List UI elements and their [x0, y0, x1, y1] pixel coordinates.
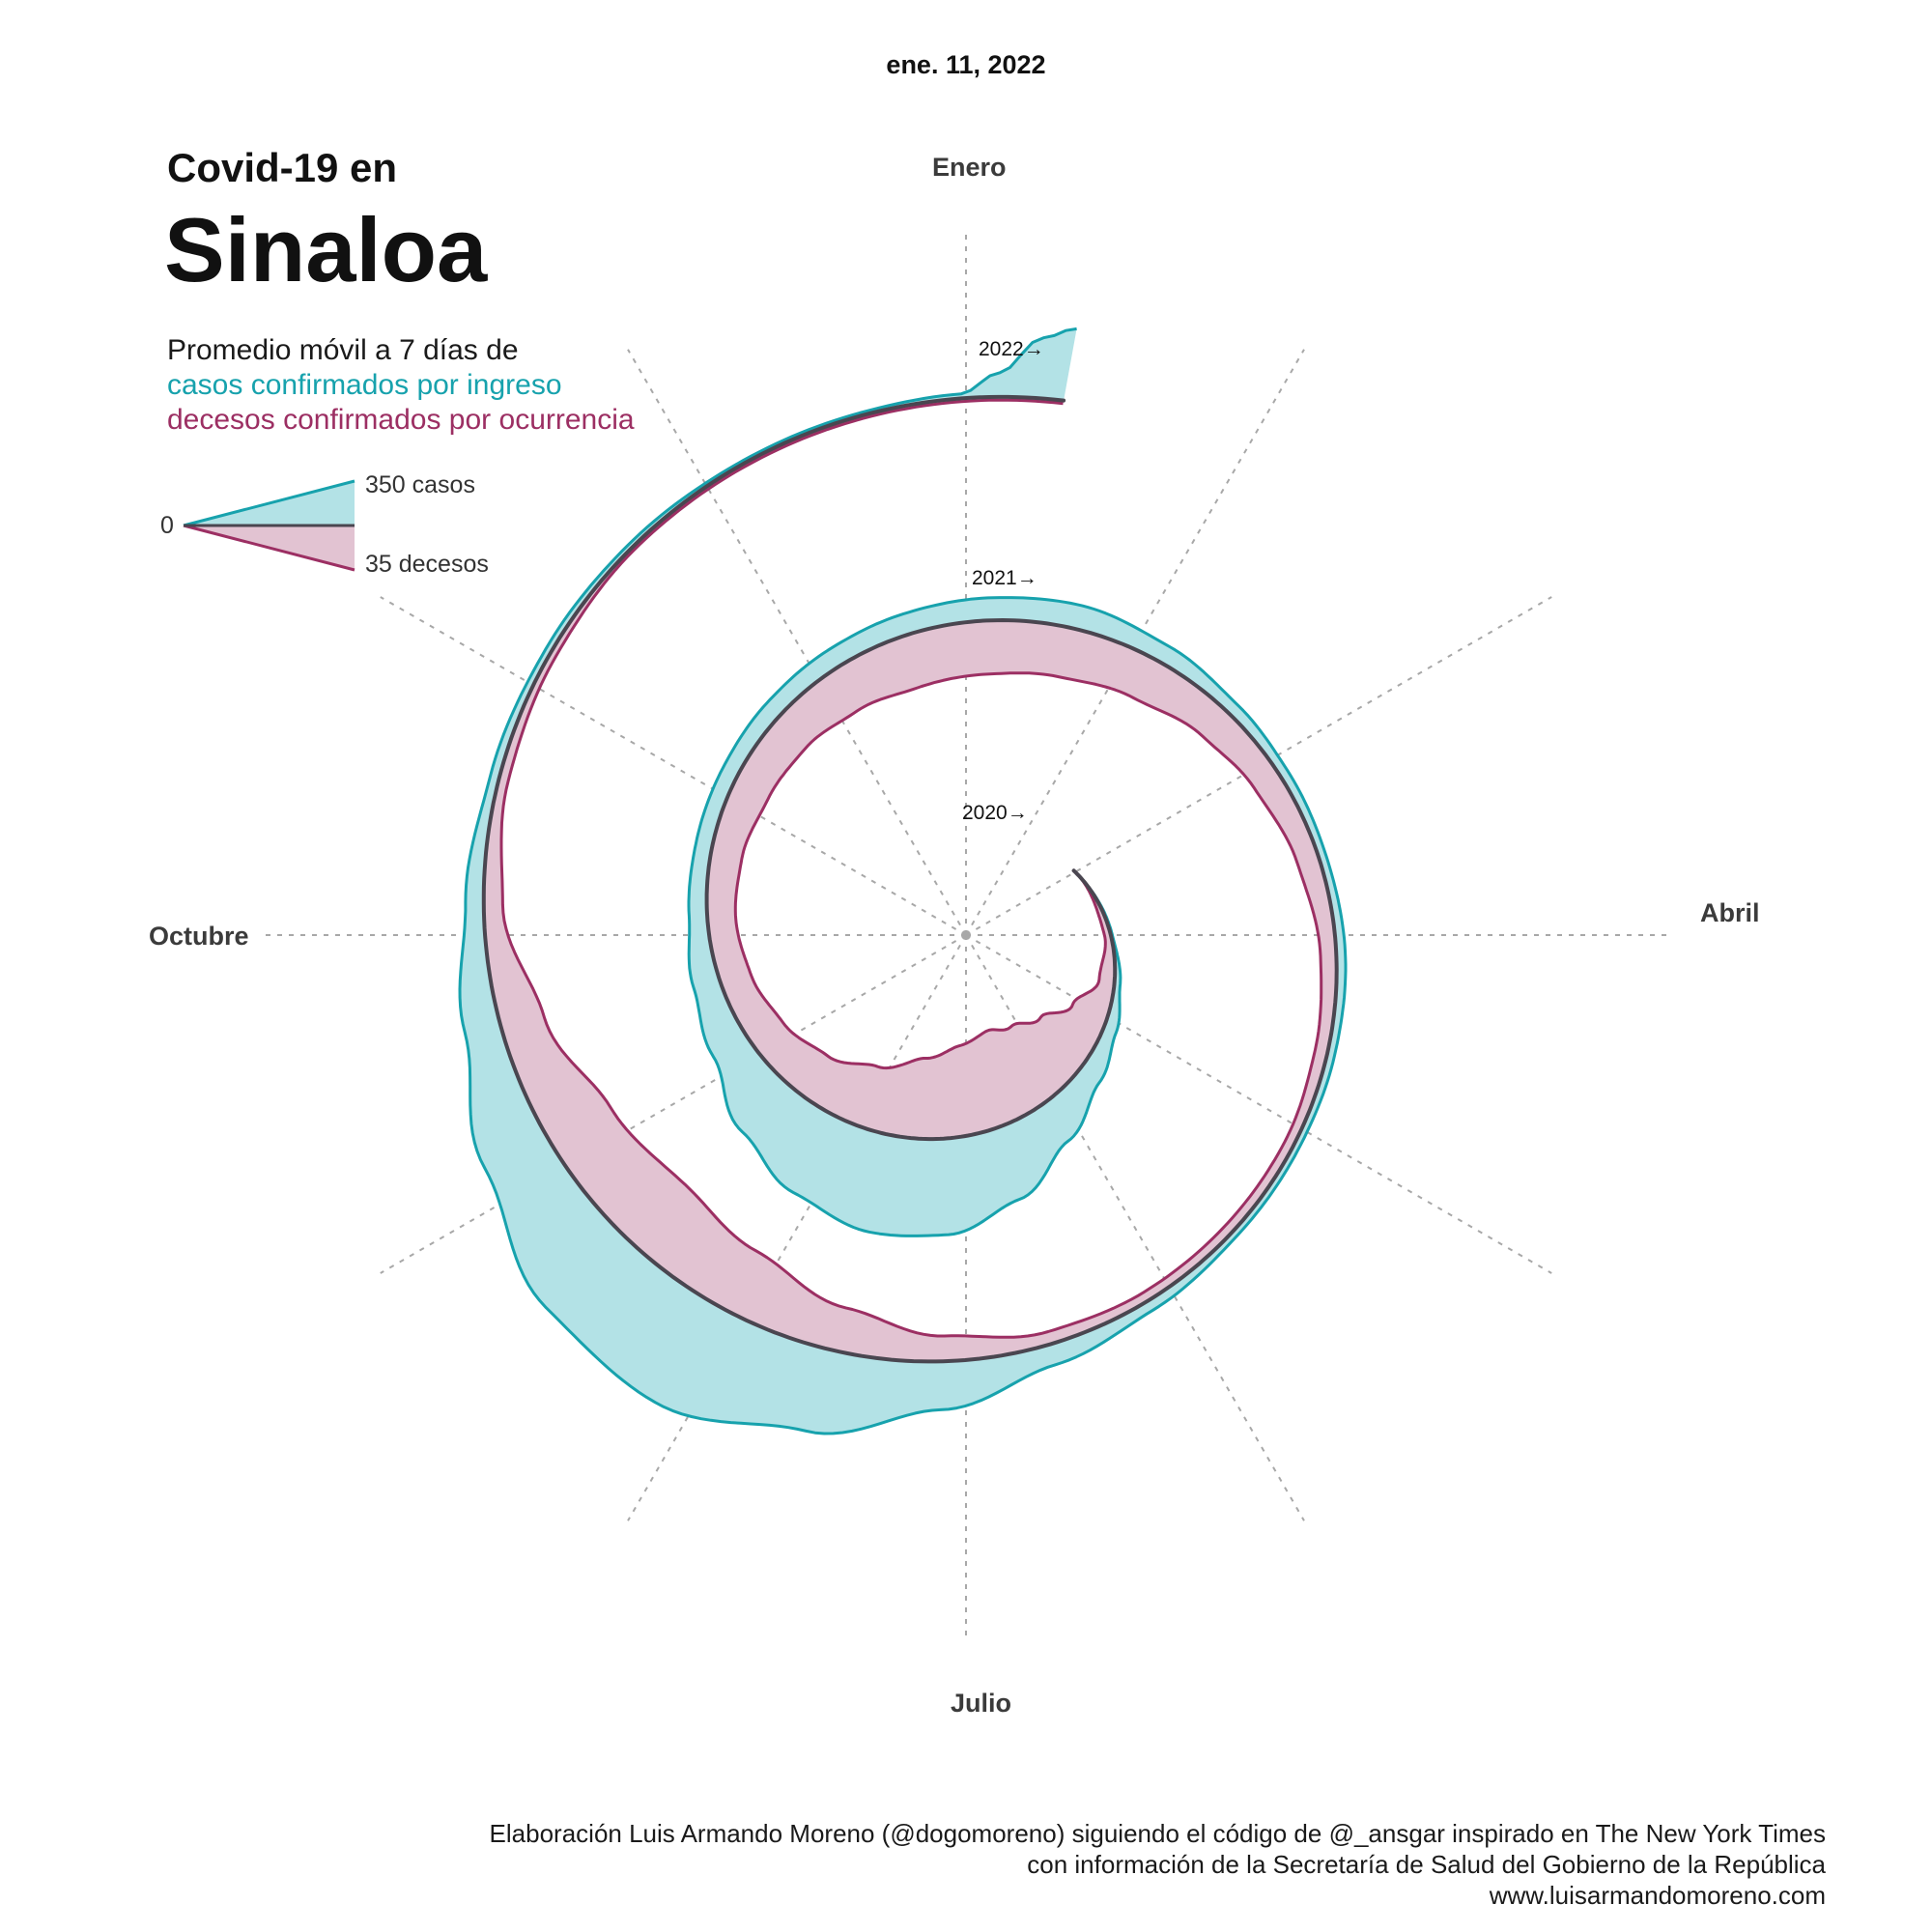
legend-deaths-line: [183, 524, 355, 572]
legend-cases-label: 350 casos: [365, 471, 475, 498]
legend-cases-line: [183, 479, 355, 527]
month-label-abril: Abril: [1700, 898, 1760, 927]
legend-graphic: [183, 479, 355, 572]
year-label-2021: 2021→: [972, 567, 1037, 589]
grid-spoke: [965, 934, 1552, 1274]
chart-date: ene. 11, 2022: [886, 50, 1046, 79]
title-small: Covid-19 en: [167, 145, 398, 190]
spiral-baseline: 2020→ 2021→ 2022→: [481, 338, 1339, 1364]
deaths-line: [499, 398, 1323, 1339]
year-label-2020: 2020→: [962, 802, 1028, 824]
subtitle-line1: Promedio móvil a 7 días de: [167, 334, 519, 366]
grid-spoke: [627, 934, 967, 1521]
subtitle-cases: casos confirmados por ingreso: [167, 369, 562, 401]
credits: Elaboración Luis Armando Moreno (@dogomo…: [490, 1818, 1826, 1911]
month-label-octubre: Octubre: [149, 922, 249, 951]
legend-zero: 0: [160, 512, 174, 539]
title-big: Sinaloa: [164, 199, 488, 300]
credits-line3: www.luisarmandomoreno.com: [1489, 1881, 1826, 1910]
legend-deaths-label: 35 decesos: [365, 551, 489, 578]
grid-spoke: [380, 934, 967, 1274]
year-label-2022: 2022→: [979, 338, 1044, 360]
credits-line1: Elaboración Luis Armando Moreno (@dogomo…: [489, 1819, 1826, 1848]
credits-line2: con información de la Secretaría de Salu…: [1027, 1850, 1826, 1879]
cases-line: [458, 327, 1348, 1435]
grid-spoke: [965, 934, 1305, 1521]
series-areas: [458, 327, 1348, 1435]
cases-area: [460, 328, 1346, 1434]
month-label-enero: Enero: [932, 153, 1007, 182]
subtitle-deaths: decesos confirmados por ocurrencia: [167, 404, 635, 436]
grid-spoke: [627, 349, 967, 936]
month-label-julio: Julio: [951, 1689, 1012, 1718]
grid-spoke: [380, 596, 967, 936]
spiral-line: [481, 394, 1339, 1364]
